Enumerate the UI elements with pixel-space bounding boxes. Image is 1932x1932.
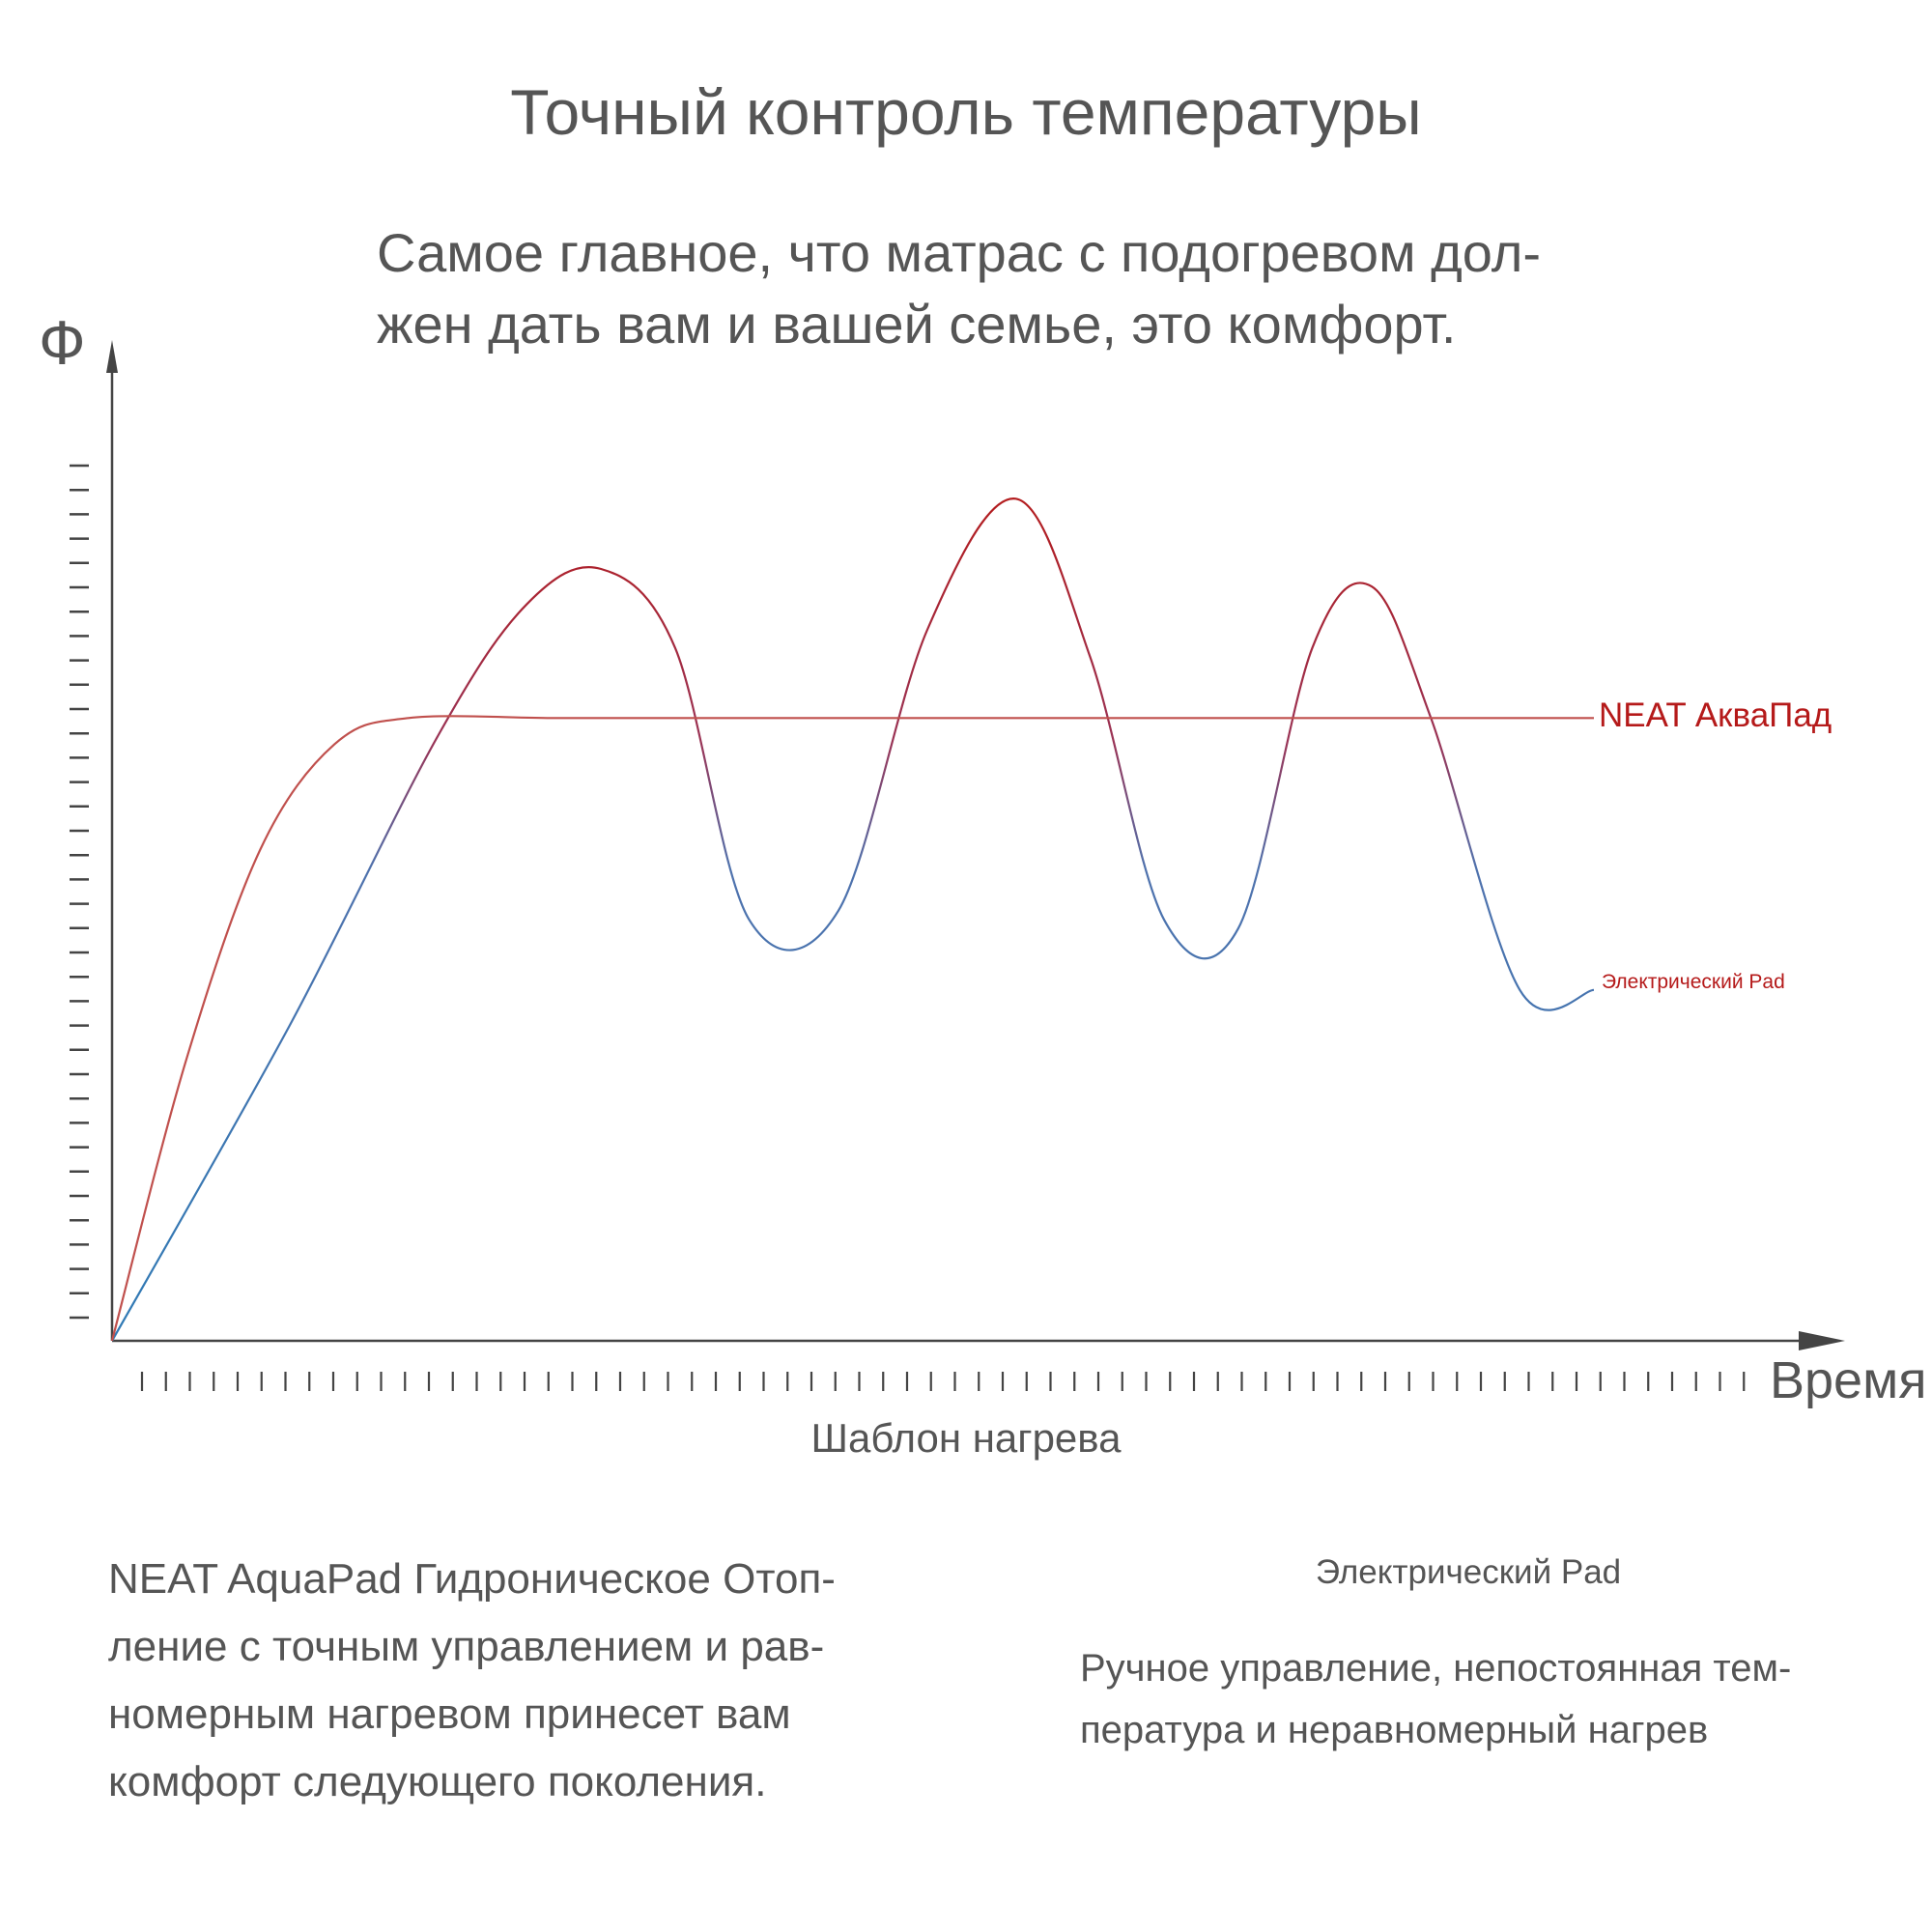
tick-marks [70,464,1746,1391]
electric-pad-description: Ручное управление, непостоянная тем- пер… [1080,1647,1792,1751]
x-axis-label: Время [1770,1351,1927,1409]
legend-electric-pad: Электрический Pad [1602,971,1785,993]
x-axis-arrow [1799,1331,1845,1350]
page-subtitle: Самое главное, что матрас с подогревом д… [377,217,1633,360]
chart-caption: Шаблон нагрева [810,1415,1122,1461]
subtitle-line-2: жен дать вам и вашей семье, это комфорт. [377,294,1457,355]
neat-description: NEAT AquaPad Гидроническое Отоп- ление с… [108,1555,836,1805]
subtitle-line-1: Самое главное, что матрас с подогревом д… [377,222,1542,283]
legend-neat-aquapad: NEAT АкваПад [1599,696,1832,734]
series-electric-pad-line [111,497,1595,1342]
y-axis-label: Ф [39,308,86,378]
page-title: Точный контроль температуры [510,76,1422,148]
series-neat-aquapad-line [110,715,1594,1342]
electric-pad-heading: Электрический Pad [1315,1553,1622,1591]
y-axis-arrow [106,340,118,373]
